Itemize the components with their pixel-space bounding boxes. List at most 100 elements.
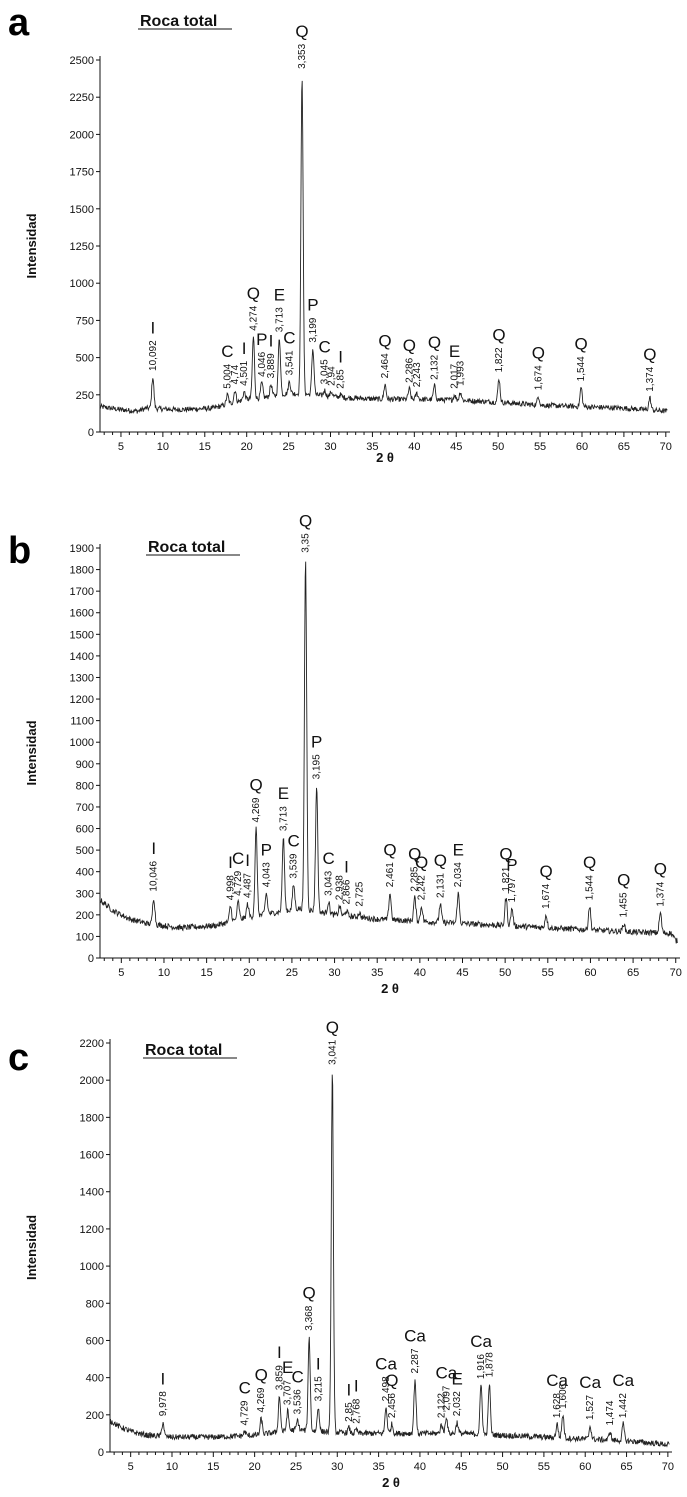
peak-d-spacing: 2,132 [429, 354, 440, 379]
peak-d-spacing: 10,046 [149, 861, 160, 892]
y-tick-label: 1900 [70, 543, 94, 555]
x-axis-label: 2 θ [381, 981, 399, 996]
peak-mineral-label: Q [295, 22, 308, 41]
peak-mineral-label: P [307, 296, 318, 315]
x-tick-label: 60 [576, 441, 588, 453]
peak-d-spacing: 1,674 [533, 365, 544, 390]
y-tick-label: 1750 [70, 167, 94, 179]
x-tick-label: 10 [158, 967, 170, 979]
y-tick-label: 800 [86, 1298, 104, 1310]
x-tick-label: 20 [249, 1461, 261, 1473]
x-tick-label: 15 [200, 967, 212, 979]
y-tick-label: 1400 [70, 651, 94, 663]
peak-d-spacing: 3,539 [289, 853, 300, 878]
x-tick-label: 30 [328, 967, 340, 979]
peak-d-spacing: 1,455 [619, 892, 630, 917]
peak-mineral-label: P [506, 855, 517, 874]
peak-mineral-label: Ca [612, 1371, 634, 1390]
peak-mineral-label: Q [408, 845, 421, 864]
peak-d-spacing: 2,032 [452, 1391, 463, 1416]
x-tick-label: 10 [166, 1461, 178, 1473]
peak-mineral-label: C [221, 342, 233, 361]
peak-mineral-label: Q [575, 334, 588, 353]
peak-mineral-label: I [344, 858, 349, 877]
peak-d-spacing: 3,536 [293, 1389, 304, 1414]
peak-d-spacing: 4,998 [226, 875, 237, 900]
x-axis-label: 2 θ [376, 450, 394, 465]
peak-mineral-label: Q [403, 336, 416, 355]
x-tick-label: 35 [366, 441, 378, 453]
y-tick-label: 100 [76, 931, 94, 943]
x-tick-label: 65 [620, 1461, 632, 1473]
y-tick-label: 1250 [70, 241, 94, 253]
panel-title: Roca total [148, 539, 225, 556]
y-tick-label: 1700 [70, 586, 94, 598]
peak-mineral-label: C [291, 1367, 303, 1386]
peak-mineral-label: Ca [404, 1326, 426, 1345]
y-axis-label: Intensidad [24, 213, 39, 278]
x-tick-label: 40 [414, 967, 426, 979]
panel-letter: a [8, 2, 30, 44]
peak-mineral-label: I [354, 1377, 359, 1396]
peak-d-spacing: 1,916 [476, 1354, 487, 1379]
peak-d-spacing: 1,442 [618, 1393, 629, 1418]
peak-mineral-label: I [245, 851, 250, 870]
x-tick-label: 70 [670, 967, 682, 979]
x-tick-label: 50 [492, 441, 504, 453]
peak-d-spacing: 3,195 [312, 754, 323, 779]
peak-mineral-label: Q [299, 511, 312, 530]
y-tick-label: 800 [76, 780, 94, 792]
peak-mineral-label: Q [249, 776, 262, 795]
panel-c: c Roca total 0 200 400 600 800 1000 1200 1400 1600… [8, 1018, 674, 1490]
peak-d-spacing: 1,797 [507, 877, 518, 902]
peak-mineral-label: Q [532, 343, 545, 362]
peak-d-spacing: 1,628 [552, 1393, 563, 1418]
y-tick-label: 500 [76, 353, 94, 365]
panel-title: Roca total [145, 1042, 222, 1059]
diffractogram-line [109, 1074, 670, 1448]
peak-mineral-label: Q [326, 1018, 339, 1037]
peak-mineral-label: I [150, 318, 155, 337]
y-tick-label: 600 [86, 1335, 104, 1347]
y-tick-label: 1200 [80, 1224, 104, 1236]
diffractogram-line [99, 80, 668, 415]
y-tick-label: 250 [76, 390, 94, 402]
peak-d-spacing: 2,131 [435, 873, 446, 898]
x-axis-label: 2 θ [382, 1475, 400, 1490]
y-tick-label: 750 [76, 315, 94, 327]
x-tick-label: 35 [372, 1461, 384, 1473]
peak-d-spacing: 4,269 [251, 797, 262, 822]
peak-d-spacing: 3,368 [304, 1305, 315, 1330]
peak-d-spacing: 10,092 [148, 340, 159, 371]
x-tick-label: 70 [660, 441, 672, 453]
peak-d-spacing: 1,821 [501, 866, 512, 891]
peak-mineral-label: Q [499, 845, 512, 864]
peak-d-spacing: 3,199 [308, 317, 319, 342]
peak-d-spacing: 4,729 [233, 870, 244, 895]
peak-d-spacing: 3,35 [301, 533, 312, 553]
peak-d-spacing: 2,285 [410, 866, 421, 891]
peak-mineral-label: Q [383, 840, 396, 859]
peak-d-spacing: 2,464 [380, 353, 391, 378]
peak-d-spacing: 4,043 [261, 862, 272, 887]
y-axis-label: Intensidad [24, 720, 39, 785]
peak-mineral-label: Q [428, 333, 441, 352]
peak-mineral-label: I [161, 1369, 166, 1388]
x-tick-label: 35 [371, 967, 383, 979]
y-tick-label: 200 [86, 1410, 104, 1422]
peak-d-spacing: 4,274 [248, 305, 259, 330]
y-tick-label: 1300 [70, 672, 94, 684]
peak-mineral-label: P [261, 840, 272, 859]
y-tick-label: 2000 [70, 129, 94, 141]
peak-mineral-label: Q [385, 1371, 398, 1390]
peak-mineral-label: I [316, 1354, 321, 1373]
x-tick-label: 65 [627, 967, 639, 979]
y-tick-label: 1000 [70, 278, 94, 290]
peak-d-spacing: 5,004 [222, 363, 233, 388]
peak-d-spacing: 2,242 [417, 875, 428, 900]
peak-d-spacing: 2,243 [412, 362, 423, 387]
peak-d-spacing: 1,674 [541, 883, 552, 908]
peak-mineral-label: I [269, 331, 274, 350]
peak-d-spacing: 3,859 [274, 1365, 285, 1390]
